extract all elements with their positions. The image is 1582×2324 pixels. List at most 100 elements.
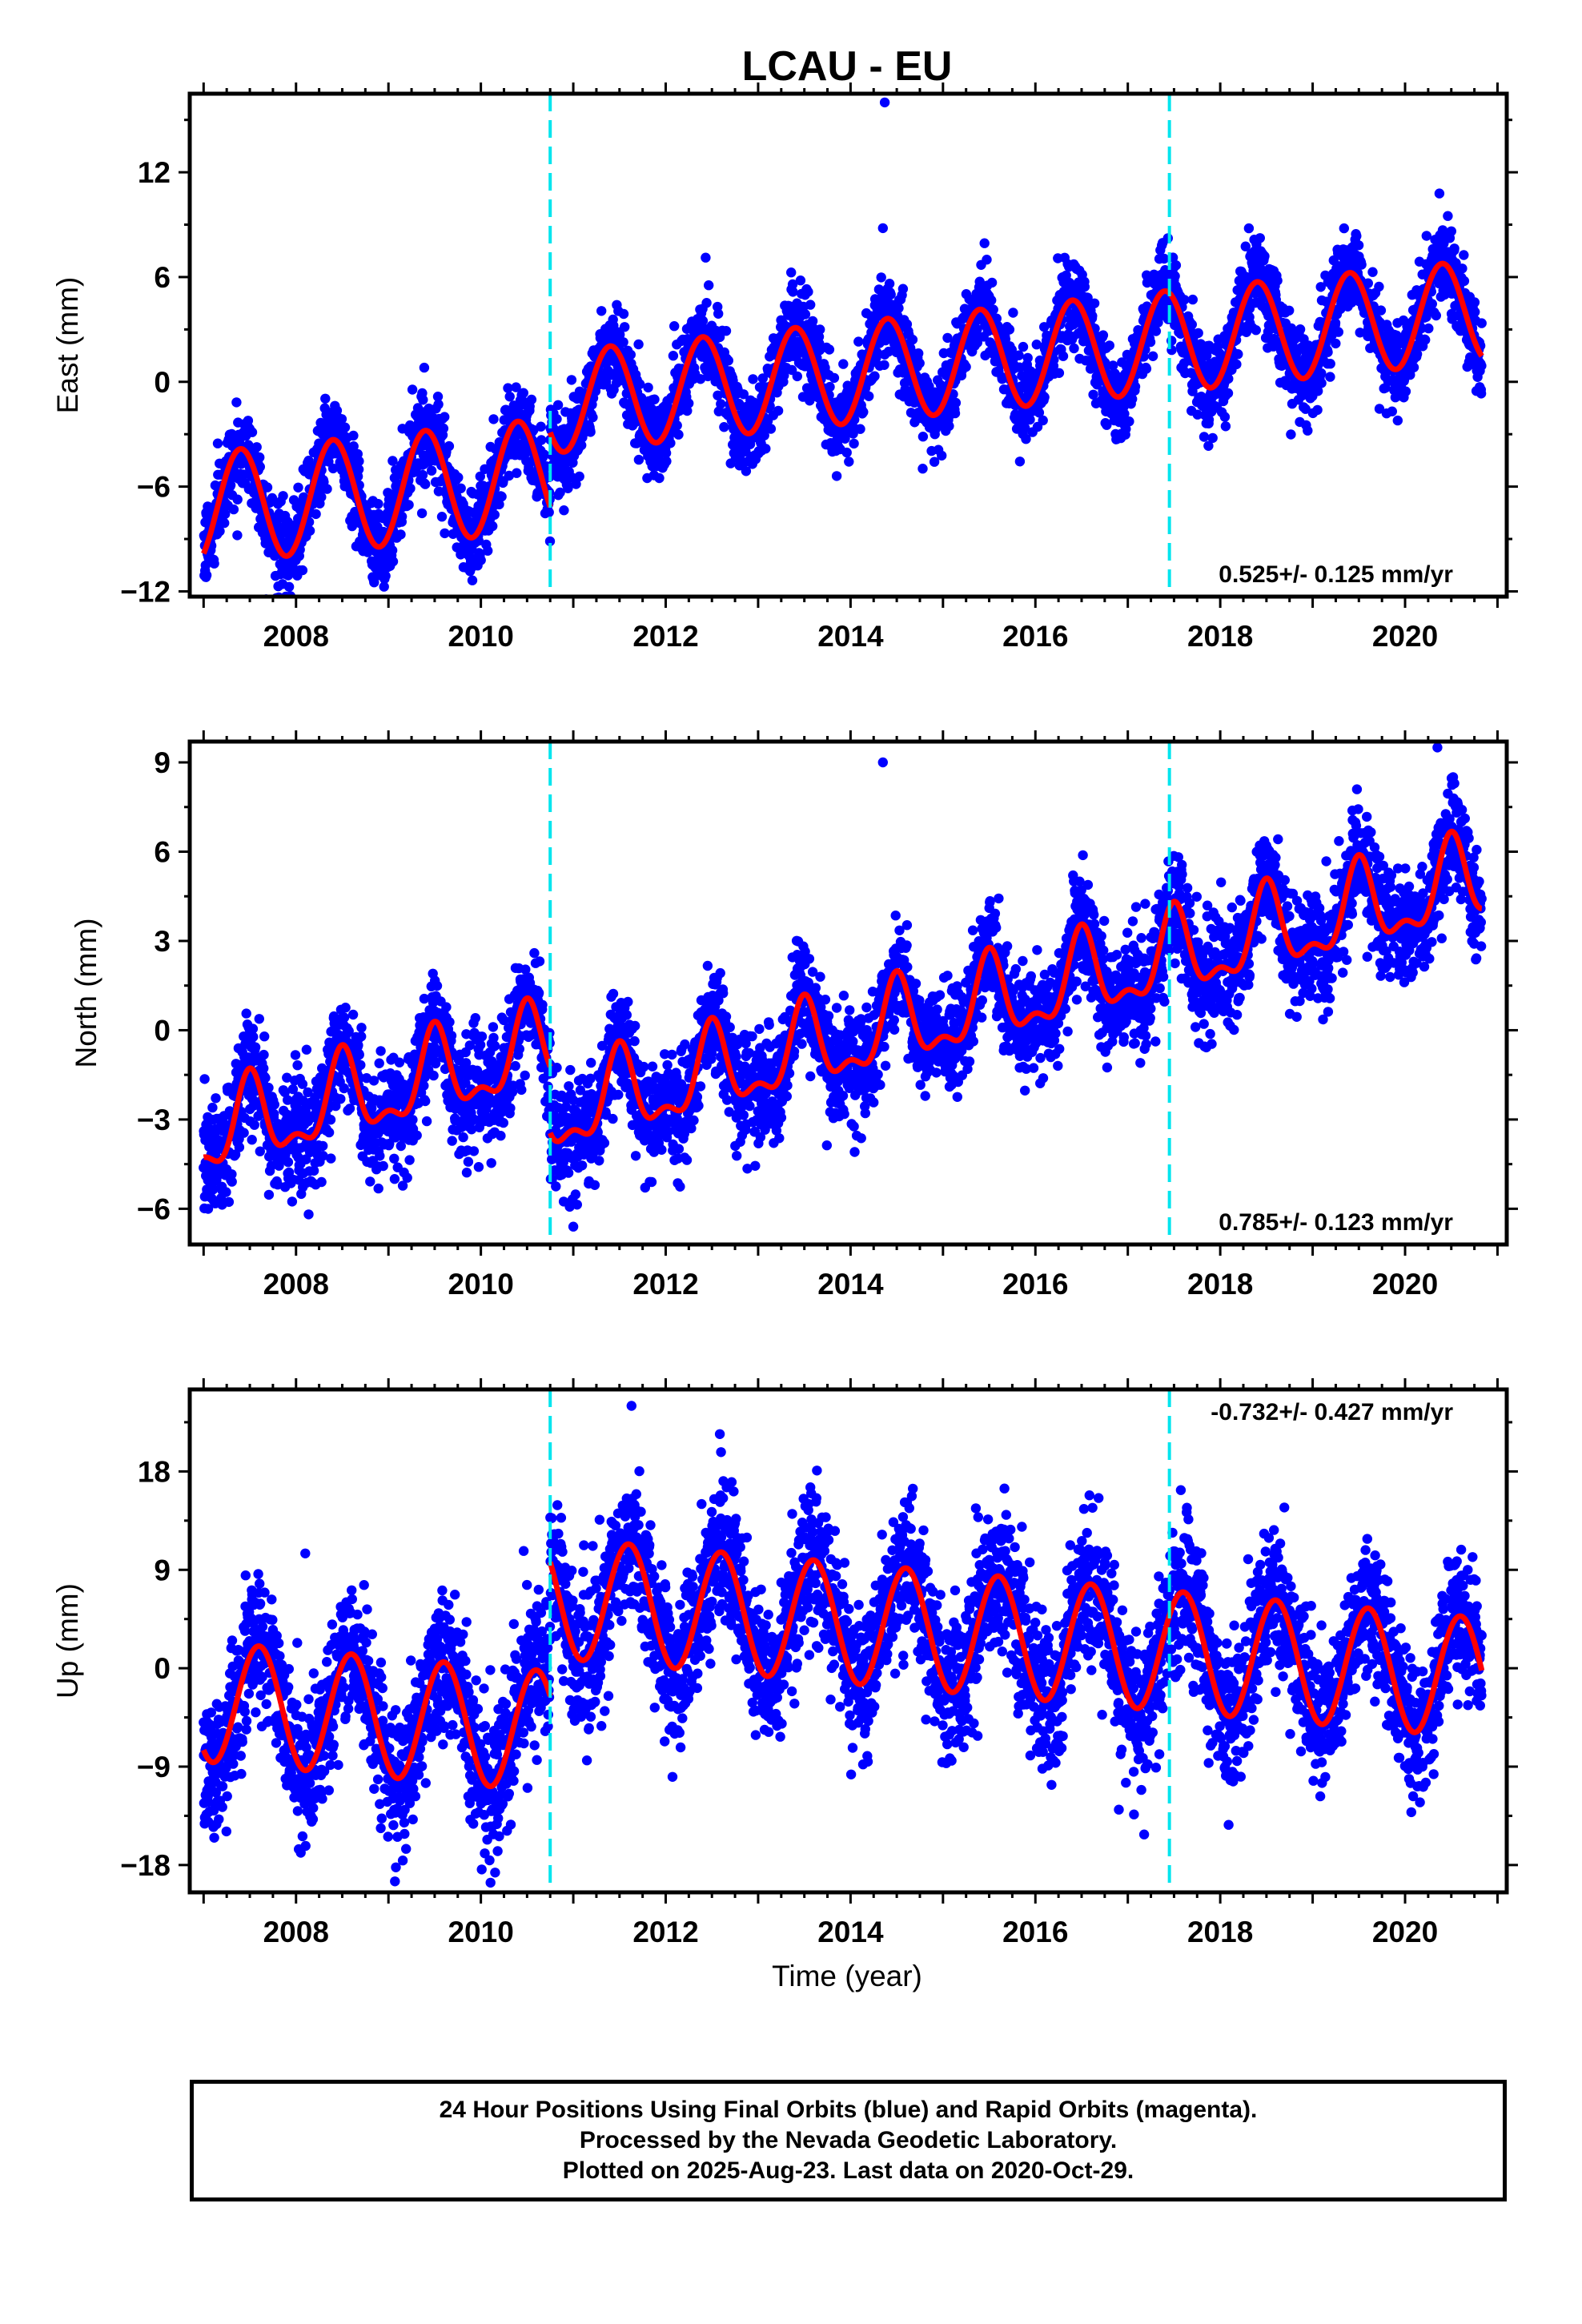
data-point [247, 427, 258, 437]
data-point [800, 309, 811, 320]
data-point [869, 371, 880, 381]
data-point [1443, 211, 1453, 221]
data-point [552, 400, 564, 410]
data-point [1089, 298, 1100, 308]
data-point [803, 287, 813, 297]
data-point [701, 252, 711, 263]
data-point [1303, 425, 1313, 436]
data-point [1186, 320, 1198, 330]
data-points-north [199, 742, 1487, 1232]
data-point [503, 383, 513, 393]
data-point [1150, 326, 1162, 336]
data-point [1004, 324, 1015, 335]
data-point [849, 438, 859, 449]
data-point [884, 279, 895, 289]
data-point [1286, 429, 1296, 440]
data-point [453, 472, 464, 483]
data-point [373, 499, 383, 509]
data-point [440, 528, 450, 539]
data-point [1220, 421, 1231, 432]
data-point [1079, 281, 1090, 292]
data-point [456, 483, 466, 493]
data-point [858, 407, 869, 417]
data-point [855, 424, 865, 434]
data-point [937, 450, 947, 461]
plot-area-east [199, 97, 1487, 597]
data-point [322, 484, 332, 494]
data-point [917, 432, 929, 442]
data-point [512, 468, 522, 478]
data-point [1333, 327, 1344, 337]
data-point [209, 558, 219, 569]
data-point [208, 1184, 219, 1195]
data-point [988, 304, 998, 315]
data-point [207, 1102, 218, 1113]
data-point [1375, 305, 1387, 316]
data-point [219, 517, 230, 529]
data-point [438, 423, 449, 434]
data-point [1392, 415, 1403, 426]
panel-north: 2008 2010 2012 2014 2016 2018 2020−6−30369Nort… [70, 730, 1518, 1301]
data-point [544, 536, 556, 547]
data-point [211, 1093, 221, 1104]
data-point [673, 429, 684, 440]
data-point [1420, 335, 1431, 345]
data-point [779, 370, 789, 381]
data-point [1331, 338, 1341, 349]
data-point [1431, 310, 1442, 321]
data-point [255, 452, 265, 463]
data-point [885, 289, 896, 300]
data-point [380, 570, 391, 581]
data-point [539, 449, 549, 460]
data-point [913, 348, 924, 359]
data-point [1457, 263, 1468, 274]
data-point [432, 392, 444, 402]
data-point [215, 526, 225, 537]
rate-annotation-east: 0.525+/- 0.125 mm/yr [1219, 561, 1453, 588]
data-point [713, 390, 723, 400]
y-tick-label: 6 [154, 261, 171, 294]
data-point [1170, 271, 1180, 281]
data-point [1069, 343, 1079, 354]
data-point [1243, 223, 1255, 234]
data-point [1008, 308, 1018, 318]
y-tick-label: −6 [137, 471, 171, 504]
data-point [1054, 368, 1065, 378]
data-point [1284, 305, 1295, 316]
data-point [844, 456, 854, 467]
data-point [741, 466, 752, 476]
data-point [759, 430, 769, 440]
data-point [1219, 412, 1231, 422]
data-point [419, 362, 430, 373]
y-tick-label: 12 [138, 156, 171, 189]
data-point [436, 512, 448, 522]
data-point [788, 287, 798, 297]
data-point [1014, 350, 1024, 360]
plot-area-north [199, 742, 1487, 1232]
data-point [697, 316, 709, 326]
data-point [635, 379, 645, 389]
data-point [574, 471, 584, 482]
data-point [1251, 325, 1262, 336]
data-point [387, 545, 398, 556]
data-point [228, 504, 239, 515]
data-point [1187, 294, 1199, 305]
data-point [225, 480, 236, 490]
data-point [761, 444, 771, 454]
data-point [444, 440, 455, 452]
data-point [488, 521, 498, 532]
data-point [1387, 406, 1398, 416]
data-point [559, 505, 569, 516]
data-point [201, 570, 212, 581]
data-point [387, 556, 399, 567]
x-tick-label: 2014 [817, 620, 884, 653]
data-point [713, 308, 724, 319]
data-point [262, 482, 273, 493]
data-point [552, 414, 562, 424]
data-point [1423, 323, 1434, 334]
data-point [633, 454, 644, 465]
data-point [1427, 299, 1438, 309]
data-point [1434, 188, 1445, 199]
data-point [327, 463, 339, 474]
data-point [199, 1074, 210, 1084]
